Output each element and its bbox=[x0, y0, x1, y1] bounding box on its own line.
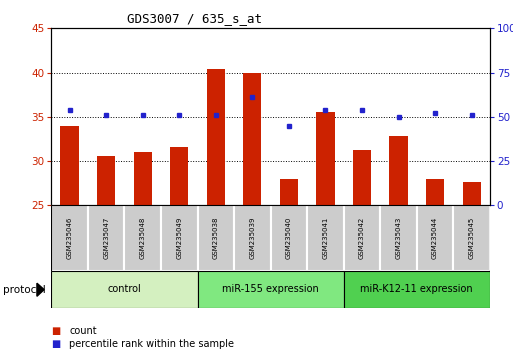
Bar bbox=[234, 205, 270, 271]
Bar bbox=[124, 205, 161, 271]
Text: GSM235043: GSM235043 bbox=[396, 217, 402, 259]
Text: GDS3007 / 635_s_at: GDS3007 / 635_s_at bbox=[127, 12, 263, 25]
Bar bbox=[463, 182, 481, 205]
Bar bbox=[344, 205, 380, 271]
Bar bbox=[198, 205, 234, 271]
Text: count: count bbox=[69, 326, 97, 336]
Text: ■: ■ bbox=[51, 326, 61, 336]
Text: GSM235047: GSM235047 bbox=[103, 217, 109, 259]
Bar bbox=[417, 205, 453, 271]
Bar bbox=[344, 271, 490, 308]
Bar bbox=[270, 205, 307, 271]
Bar bbox=[426, 179, 444, 205]
Bar bbox=[353, 150, 371, 205]
Bar bbox=[51, 205, 88, 271]
Text: GSM235041: GSM235041 bbox=[323, 217, 328, 259]
Bar bbox=[307, 205, 344, 271]
Polygon shape bbox=[37, 283, 44, 296]
Text: GSM235040: GSM235040 bbox=[286, 217, 292, 259]
Bar bbox=[61, 126, 78, 205]
Bar bbox=[380, 205, 417, 271]
Text: GSM235048: GSM235048 bbox=[140, 217, 146, 259]
Text: miR-K12-11 expression: miR-K12-11 expression bbox=[361, 284, 473, 295]
Text: GSM235038: GSM235038 bbox=[213, 217, 219, 259]
Bar bbox=[389, 136, 408, 205]
Bar bbox=[133, 152, 152, 205]
Text: GSM235046: GSM235046 bbox=[67, 217, 72, 259]
Text: control: control bbox=[108, 284, 141, 295]
Bar bbox=[97, 156, 115, 205]
Text: GSM235039: GSM235039 bbox=[249, 217, 255, 259]
Bar bbox=[88, 205, 124, 271]
Bar bbox=[161, 205, 198, 271]
Bar bbox=[453, 205, 490, 271]
Bar bbox=[198, 271, 344, 308]
Text: percentile rank within the sample: percentile rank within the sample bbox=[69, 339, 234, 349]
Text: GSM235042: GSM235042 bbox=[359, 217, 365, 259]
Text: GSM235049: GSM235049 bbox=[176, 217, 182, 259]
Bar bbox=[243, 73, 262, 205]
Text: GSM235045: GSM235045 bbox=[469, 217, 475, 259]
Text: GSM235044: GSM235044 bbox=[432, 217, 438, 259]
Bar bbox=[280, 179, 298, 205]
Text: miR-155 expression: miR-155 expression bbox=[222, 284, 319, 295]
Bar bbox=[207, 69, 225, 205]
Bar bbox=[51, 271, 198, 308]
Text: ■: ■ bbox=[51, 339, 61, 349]
Bar bbox=[170, 147, 188, 205]
Bar bbox=[317, 112, 334, 205]
Text: protocol: protocol bbox=[3, 285, 45, 295]
